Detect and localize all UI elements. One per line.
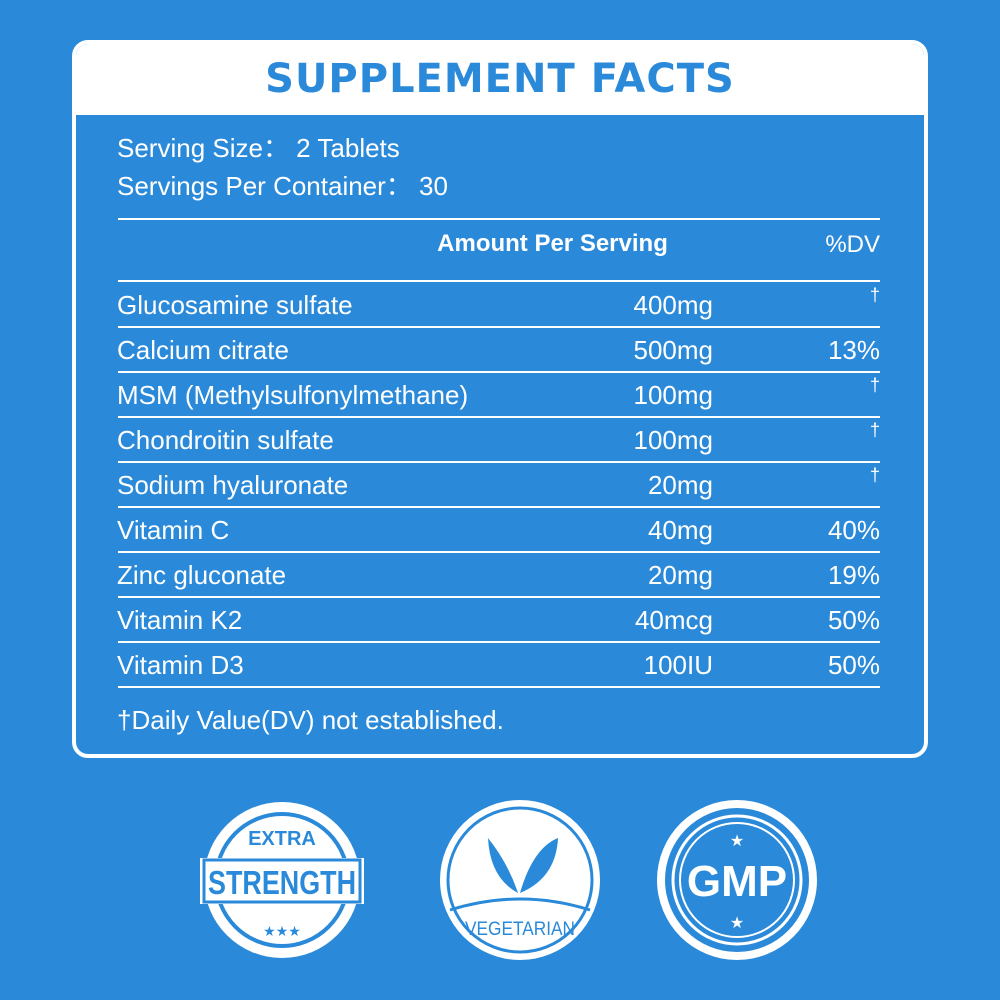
nutrient-dv: 50% xyxy=(827,650,880,680)
supplement-facts-panel: SUPPLEMENT FACTS xyxy=(72,40,928,758)
servings-per-container: Servings Per Container： 30 xyxy=(117,171,448,201)
leaf-icon xyxy=(488,838,558,893)
nutrient-amount: 20mg xyxy=(647,560,713,590)
nutrient-name: Calcium citrate xyxy=(117,335,289,365)
gmp-badge: ★ GMP ★ xyxy=(657,800,817,960)
amount-per-serving-header: Amount Per Serving xyxy=(437,230,668,257)
badge-vegetarian-text: VEGETARIAN xyxy=(465,919,575,940)
divider xyxy=(118,280,880,282)
footnote: †Daily Value(DV) not established. xyxy=(117,705,504,735)
star-icon: ★ xyxy=(730,915,744,932)
divider xyxy=(118,218,880,220)
nutrient-amount: 100mg xyxy=(633,380,714,410)
nutrient-name: Chondroitin sulfate xyxy=(117,425,334,455)
row-divider xyxy=(118,326,880,328)
nutrient-name: Sodium hyaluronate xyxy=(117,470,349,500)
row-divider xyxy=(118,461,880,463)
nutrient-name: Vitamin K2 xyxy=(117,605,243,635)
nutrient-amount: 40mg xyxy=(647,515,713,545)
row-divider xyxy=(118,416,880,418)
nutrient-dv: 19% xyxy=(827,560,880,590)
row-divider xyxy=(118,371,880,373)
nutrient-amount: 100mg xyxy=(633,425,714,455)
nutrient-dv: 50% xyxy=(827,605,880,635)
badge-gmp-text: GMP xyxy=(687,857,787,906)
nutrient-dv: 13% xyxy=(827,335,880,365)
badge-extra-text: EXTRA xyxy=(248,828,316,850)
dv-header: %DV xyxy=(825,231,880,258)
nutrient-dv: † xyxy=(869,465,880,485)
nutrient-dv: † xyxy=(869,420,880,440)
nutrient-amount: 500mg xyxy=(633,335,714,365)
row-divider xyxy=(118,596,880,598)
nutrient-name: MSM (Methylsulfonylmethane) xyxy=(117,380,469,410)
panel-header: SUPPLEMENT FACTS xyxy=(76,44,924,115)
nutrient-dv: † xyxy=(869,375,880,395)
panel-title: SUPPLEMENT FACTS xyxy=(265,56,735,102)
nutrient-dv: † xyxy=(869,285,880,305)
nutrient-amount: 40mcg xyxy=(634,605,713,635)
row-divider xyxy=(118,686,880,688)
nutrient-name: Vitamin D3 xyxy=(117,650,244,680)
stars-icon: ★★★ xyxy=(263,923,301,939)
nutrient-name: Zinc gluconate xyxy=(117,560,287,590)
nutrient-name: Vitamin C xyxy=(117,515,230,545)
row-divider xyxy=(118,506,880,508)
badge-strength-text: STRENGTH xyxy=(208,864,356,901)
nutrient-dv: 40% xyxy=(827,515,880,545)
row-divider xyxy=(118,641,880,643)
row-divider xyxy=(118,551,880,553)
vegetarian-badge: VEGETARIAN xyxy=(440,800,600,960)
extra-strength-badge: EXTRA STRENGTH ★★★ xyxy=(200,802,364,958)
serving-size: Serving Size： 2 Tablets xyxy=(117,133,400,163)
nutrient-amount: 20mg xyxy=(647,470,713,500)
nutrient-amount: 100IU xyxy=(643,650,713,680)
nutrient-amount: 400mg xyxy=(633,290,714,320)
star-icon: ★ xyxy=(730,833,744,850)
nutrient-name: Glucosamine sulfate xyxy=(117,290,353,320)
